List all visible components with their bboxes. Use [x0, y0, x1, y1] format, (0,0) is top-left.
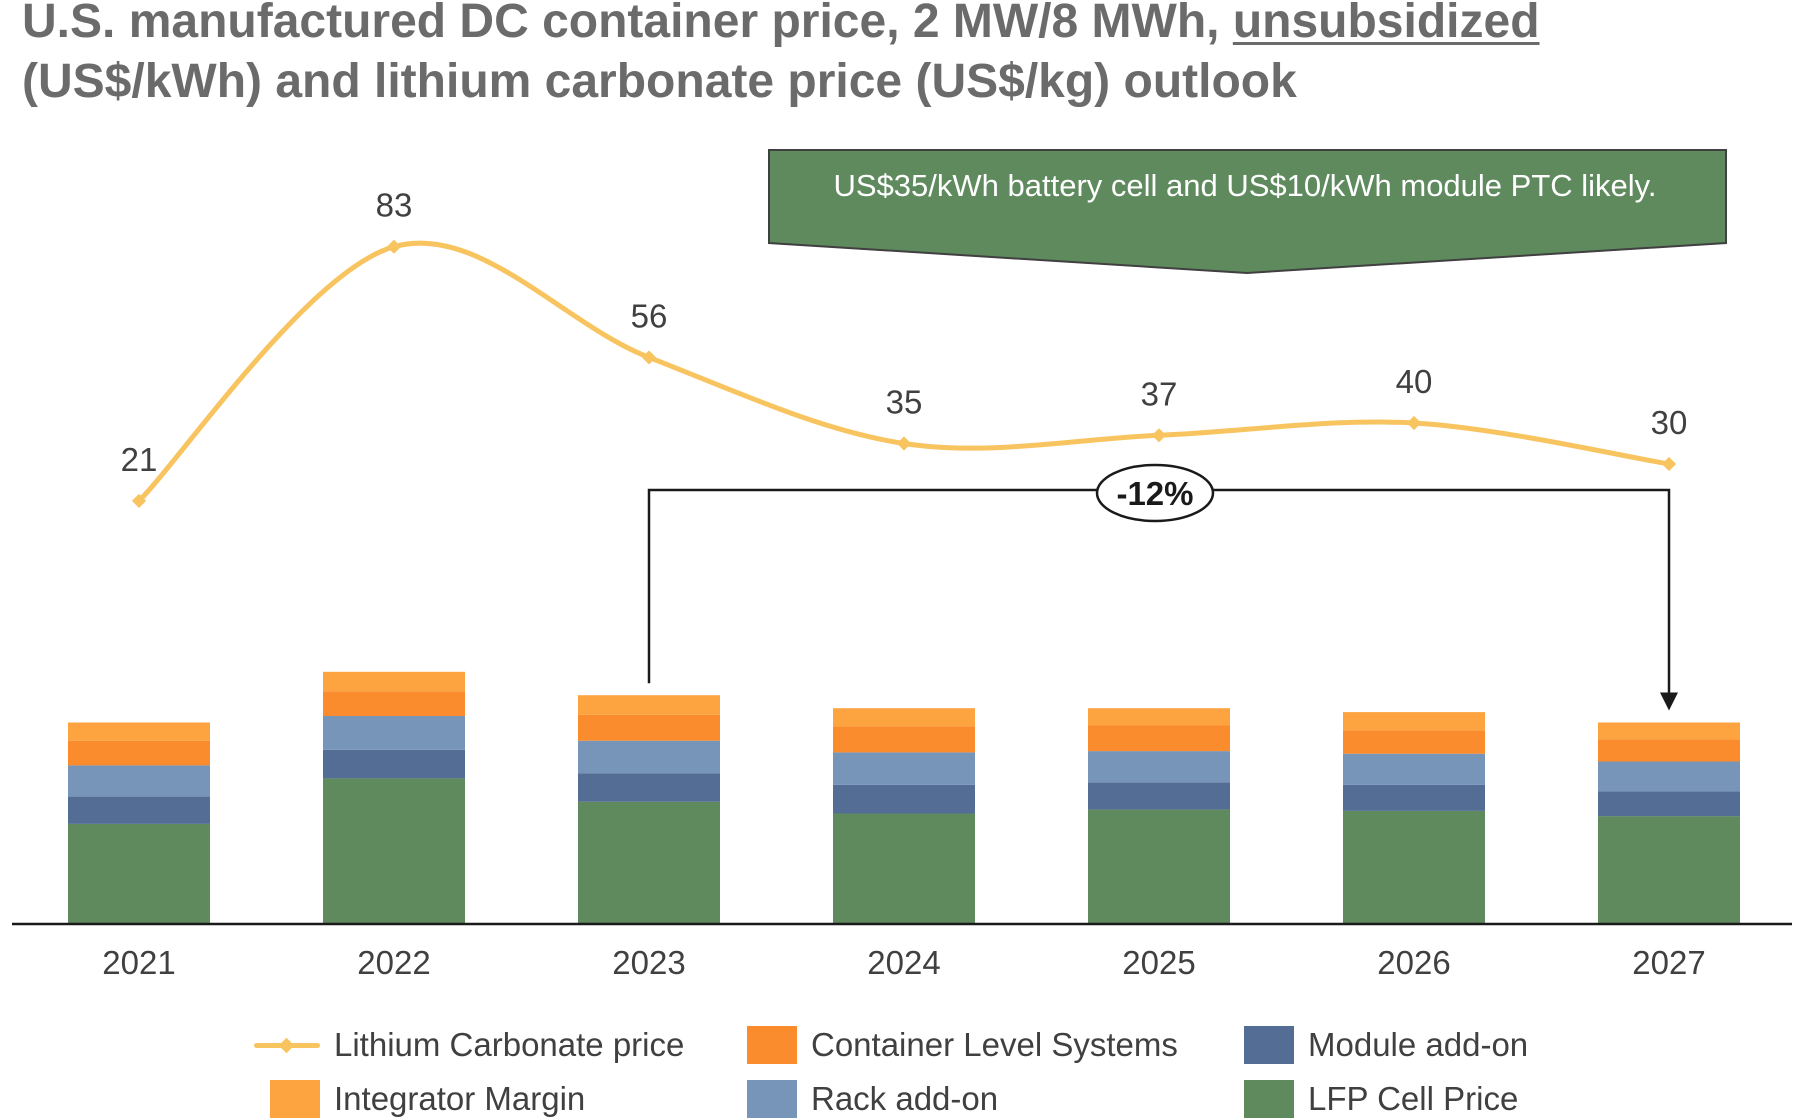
- bar-segment-container-level-systems-2024: [833, 726, 975, 753]
- bar-segment-module-add-on-2021: [68, 796, 210, 824]
- lithium-point-2024: [896, 436, 912, 451]
- x-tick-label-2026: 2026: [1377, 944, 1450, 981]
- bar-segment-container-level-systems-2025: [1088, 725, 1230, 752]
- callout-banner: [768, 149, 1727, 275]
- bar-segment-integrator-margin-2025: [1088, 708, 1230, 726]
- chart-title: U.S. manufactured DC container price, 2 …: [22, 0, 1782, 112]
- change-label-text: -12%: [1116, 475, 1193, 512]
- bar-segment-lfp-cell-price-2026: [1343, 810, 1485, 924]
- bar-segment-integrator-margin-2022: [323, 671, 465, 692]
- bar-segment-rack-add-on-2027: [1598, 761, 1740, 792]
- x-tick-label-2023: 2023: [612, 944, 685, 981]
- lithium-point-2025: [1151, 428, 1167, 443]
- bar-segment-rack-add-on-2024: [833, 752, 975, 785]
- bar-segment-rack-add-on-2026: [1343, 753, 1485, 785]
- bar-segment-module-add-on-2025: [1088, 782, 1230, 810]
- x-tick-label-2024: 2024: [867, 944, 940, 981]
- x-tick-label-2022: 2022: [357, 944, 430, 981]
- lithium-data-label-2027: 30: [1651, 404, 1688, 441]
- bar-segment-lfp-cell-price-2027: [1598, 816, 1740, 924]
- bar-segment-module-add-on-2027: [1598, 791, 1740, 817]
- lithium-price-line: [136, 240, 1672, 504]
- lithium-data-label-2025: 37: [1141, 375, 1178, 412]
- bar-segment-container-level-systems-2023: [578, 714, 720, 741]
- lithium-point-2021: [131, 493, 147, 508]
- bar-segment-lfp-cell-price-2021: [68, 823, 210, 924]
- lithium-point-2023: [641, 350, 657, 365]
- x-axis-tick-labels: 2021 2022 2023 2024 2025 2026 2027: [102, 944, 1705, 981]
- bar-segment-integrator-margin-2021: [68, 722, 210, 741]
- bar-segment-rack-add-on-2021: [68, 765, 210, 797]
- change-label-oval: [1095, 463, 1215, 523]
- bar-segment-container-level-systems-2021: [68, 740, 210, 766]
- title-line2-text: (US$/kWh) and lithium carbonate price (U…: [22, 55, 1297, 108]
- bracket-arrowhead: [1660, 692, 1678, 711]
- bar-segment-module-add-on-2024: [833, 784, 975, 814]
- stacked-bars: [68, 671, 1740, 924]
- lithium-data-label-2021: 21: [121, 441, 158, 478]
- bar-segment-module-add-on-2022: [323, 749, 465, 779]
- lithium-data-label-2022: 83: [376, 187, 413, 224]
- lithium-point-2022: [386, 239, 402, 254]
- lithium-line-series: 21 83 56 35 37 40 30: [121, 187, 1688, 508]
- bar-segment-integrator-margin-2024: [833, 708, 975, 727]
- lithium-data-label-2024: 35: [886, 384, 923, 421]
- bar-segment-container-level-systems-2022: [323, 691, 465, 716]
- title-underlined-word: unsubsidized: [1232, 0, 1540, 48]
- lithium-data-label-2023: 56: [631, 297, 668, 334]
- bar-segment-rack-add-on-2025: [1088, 751, 1230, 783]
- lithium-point-2026: [1406, 415, 1422, 431]
- bar-segment-integrator-margin-2023: [578, 695, 720, 715]
- lithium-data-label-2026: 40: [1396, 363, 1433, 400]
- callout-text: US$35/kWh battery cell and US$10/kWh mod…: [833, 168, 1657, 203]
- bar-segment-lfp-cell-price-2024: [833, 813, 975, 924]
- bar-segment-integrator-margin-2027: [1598, 722, 1740, 740]
- x-tick-label-2025: 2025: [1122, 944, 1195, 981]
- bar-segment-lfp-cell-price-2022: [323, 778, 465, 924]
- bar-segment-container-level-systems-2026: [1343, 730, 1485, 754]
- x-tick-label-2021: 2021: [102, 944, 175, 981]
- change-annotation: -12%: [647, 463, 1678, 711]
- bar-segment-module-add-on-2026: [1343, 784, 1485, 811]
- bar-segment-lfp-cell-price-2025: [1088, 809, 1230, 924]
- bar-segment-container-level-systems-2027: [1598, 739, 1740, 762]
- lithium-point-2027: [1661, 456, 1677, 472]
- bar-segment-integrator-margin-2026: [1343, 712, 1485, 731]
- bar-segment-rack-add-on-2023: [578, 740, 720, 774]
- bar-segment-lfp-cell-price-2023: [578, 801, 720, 924]
- bar-segment-rack-add-on-2022: [323, 716, 465, 750]
- x-tick-label-2027: 2027: [1632, 944, 1705, 981]
- title-line1-text: U.S. manufactured DC container price, 2 …: [22, 0, 1233, 48]
- bar-segment-module-add-on-2023: [578, 773, 720, 802]
